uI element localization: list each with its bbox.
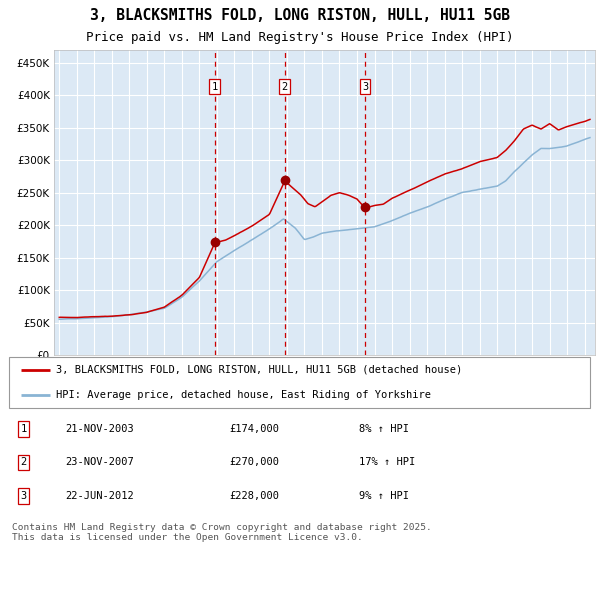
Text: 8% ↑ HPI: 8% ↑ HPI [359, 424, 409, 434]
Text: 3, BLACKSMITHS FOLD, LONG RISTON, HULL, HU11 5GB: 3, BLACKSMITHS FOLD, LONG RISTON, HULL, … [90, 8, 510, 22]
Text: £270,000: £270,000 [229, 457, 280, 467]
Text: 3: 3 [362, 81, 368, 91]
Text: 1: 1 [212, 81, 218, 91]
Text: HPI: Average price, detached house, East Riding of Yorkshire: HPI: Average price, detached house, East… [56, 390, 431, 400]
Text: £174,000: £174,000 [229, 424, 280, 434]
Text: 17% ↑ HPI: 17% ↑ HPI [359, 457, 415, 467]
Text: 1: 1 [20, 424, 27, 434]
Text: 21-NOV-2003: 21-NOV-2003 [65, 424, 134, 434]
Text: 9% ↑ HPI: 9% ↑ HPI [359, 491, 409, 501]
FancyBboxPatch shape [9, 357, 590, 408]
Text: Price paid vs. HM Land Registry's House Price Index (HPI): Price paid vs. HM Land Registry's House … [86, 31, 514, 44]
Text: 3, BLACKSMITHS FOLD, LONG RISTON, HULL, HU11 5GB (detached house): 3, BLACKSMITHS FOLD, LONG RISTON, HULL, … [56, 365, 462, 375]
Text: 2: 2 [282, 81, 288, 91]
Text: £228,000: £228,000 [229, 491, 280, 501]
Text: 23-NOV-2007: 23-NOV-2007 [65, 457, 134, 467]
Text: Contains HM Land Registry data © Crown copyright and database right 2025.
This d: Contains HM Land Registry data © Crown c… [12, 523, 431, 542]
Text: 3: 3 [20, 491, 27, 501]
Text: 2: 2 [20, 457, 27, 467]
Text: 22-JUN-2012: 22-JUN-2012 [65, 491, 134, 501]
